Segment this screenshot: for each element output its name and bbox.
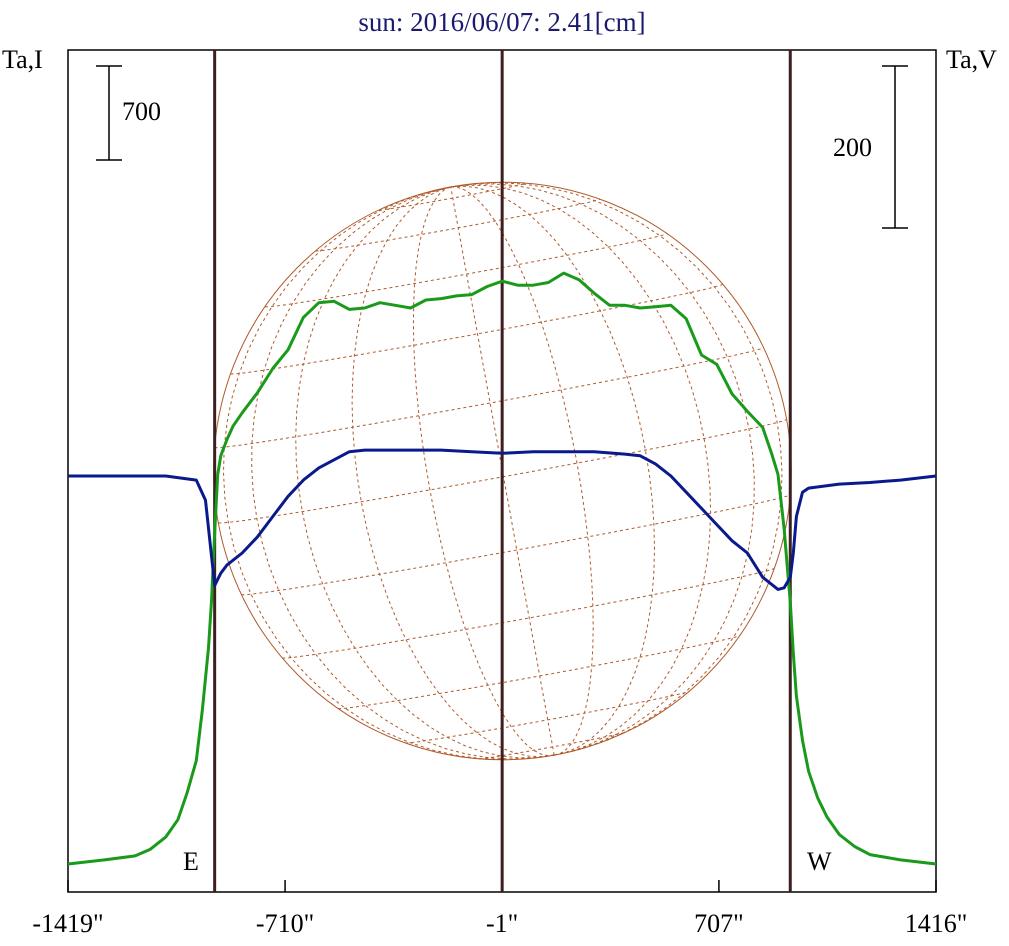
west-limb-label: W xyxy=(807,847,832,876)
meridian-line-7 xyxy=(450,185,656,756)
parallel-line-21 xyxy=(378,182,527,211)
east-limb-label: E xyxy=(183,847,199,876)
chart-title: sun: 2016/06/07: 2.41[cm] xyxy=(358,7,645,37)
x-ticks: -1419" -710" -1" 707" 1416" xyxy=(32,880,967,938)
series-group xyxy=(67,271,937,866)
limb-lines xyxy=(213,50,792,892)
series-line-V xyxy=(68,448,937,591)
x-tick-label-0: -1419" xyxy=(32,909,103,938)
left-axis-label: Ta,I xyxy=(2,45,43,74)
parallel-line-15 xyxy=(241,494,791,596)
parallel-line-11 xyxy=(478,731,627,760)
parallel-line-19 xyxy=(264,233,668,308)
scale-bars xyxy=(96,65,908,229)
parallel-line-13 xyxy=(337,634,741,710)
meridian-line-4 xyxy=(412,186,555,757)
parallel-line-17 xyxy=(214,347,764,449)
parallel-line-20 xyxy=(315,198,601,252)
x-tick-label-3: 707" xyxy=(694,909,744,938)
meridian-line-6 xyxy=(450,186,594,756)
series-line-I xyxy=(67,271,937,866)
parallel-line-12 xyxy=(405,690,690,744)
x-tick-label-1: -710" xyxy=(256,909,314,938)
x-tick-label-2: -1" xyxy=(486,909,518,938)
scale-bar-left-label: 700 xyxy=(122,97,161,126)
scale-bar-right-label: 200 xyxy=(833,133,872,162)
meridian-line-10 xyxy=(450,182,783,756)
meridian-line-9 xyxy=(450,183,755,756)
meridian-line-3 xyxy=(351,186,555,758)
x-tick-label-4: 1416" xyxy=(905,909,968,938)
meridian-line-0 xyxy=(222,186,555,761)
right-axis-label: Ta,V xyxy=(946,45,997,74)
